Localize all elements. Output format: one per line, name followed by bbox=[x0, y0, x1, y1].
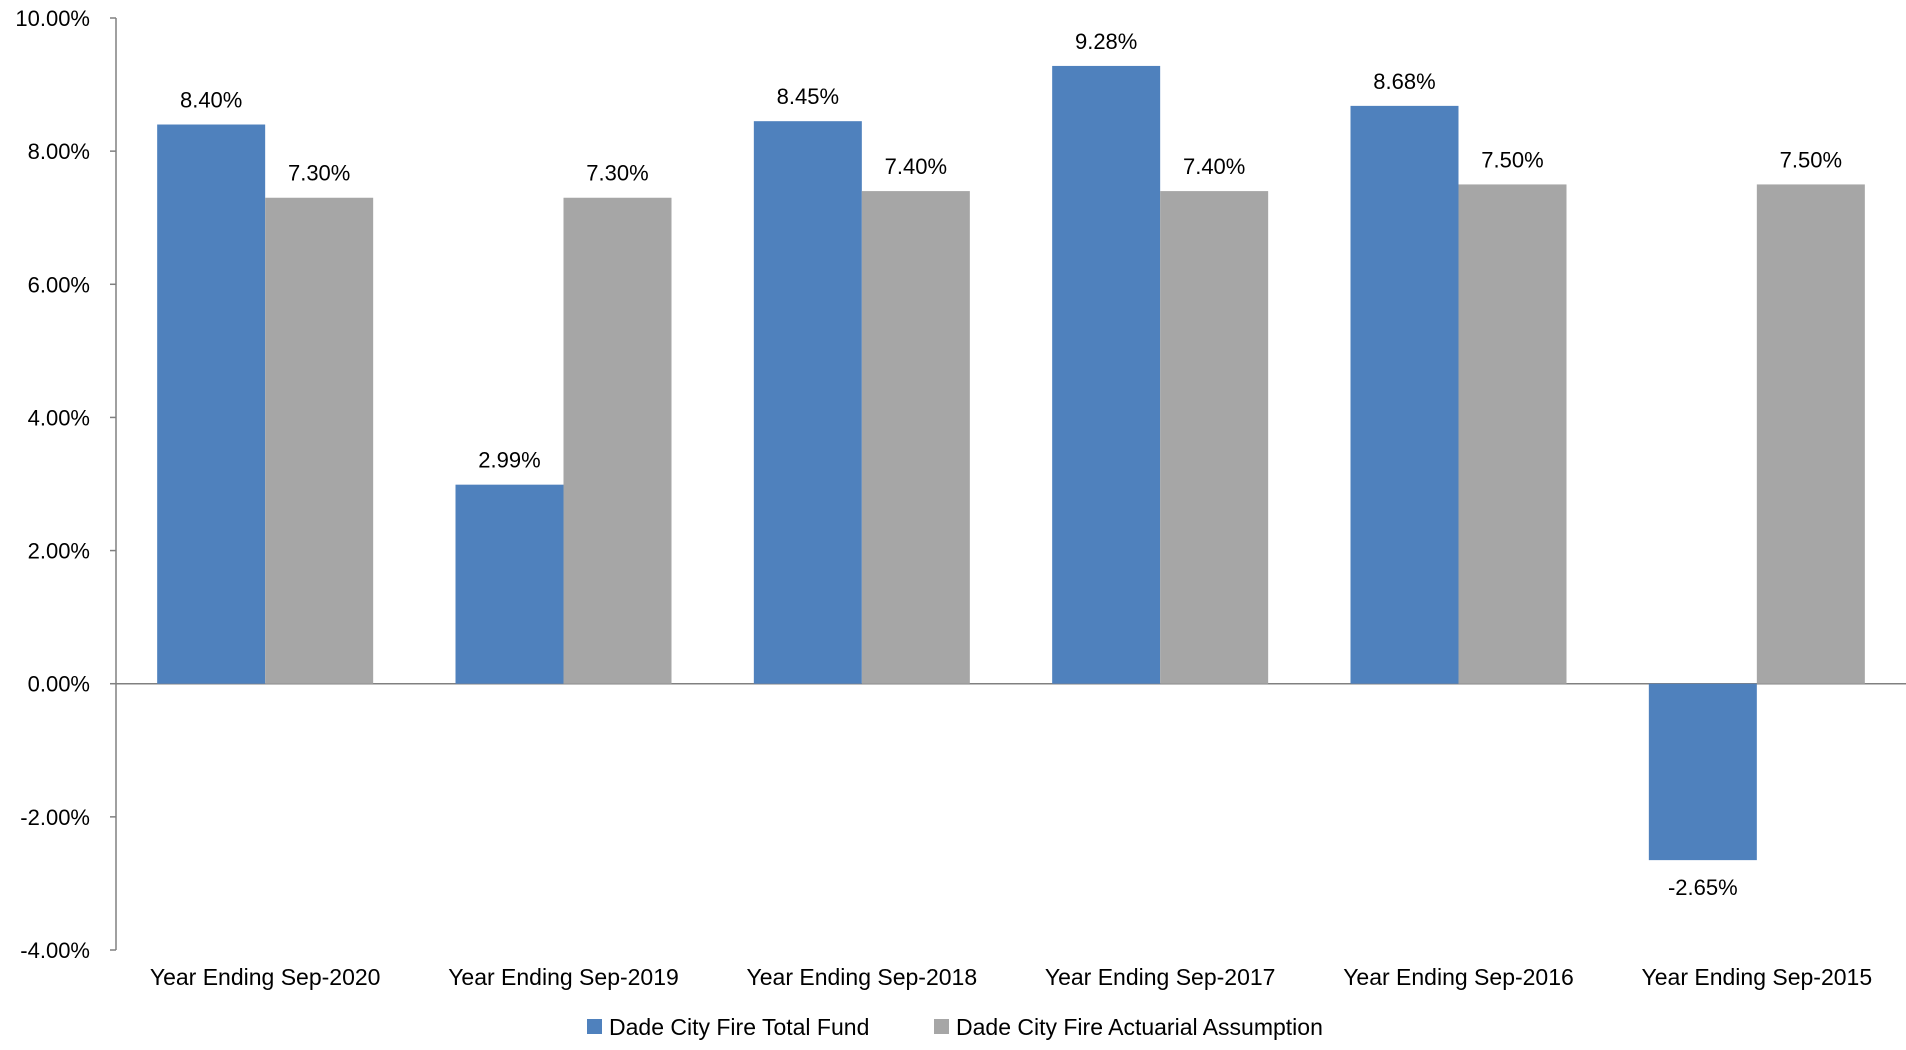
x-category-label: Year Ending Sep-2017 bbox=[1045, 964, 1276, 990]
bar-total-fund bbox=[1648, 683, 1757, 861]
data-label: 7.40% bbox=[1183, 154, 1245, 179]
bar-actuarial-assumption bbox=[265, 197, 374, 684]
data-label: 7.30% bbox=[586, 161, 648, 186]
bar-actuarial-assumption bbox=[861, 191, 970, 684]
x-category-label: Year Ending Sep-2016 bbox=[1343, 964, 1574, 990]
x-category-label: Year Ending Sep-2020 bbox=[150, 964, 381, 990]
bar-total-fund bbox=[157, 124, 266, 684]
y-tick-label: 8.00% bbox=[28, 139, 90, 164]
bar-total-fund bbox=[1350, 105, 1459, 684]
data-label: 7.40% bbox=[885, 154, 947, 179]
x-category-label: Year Ending Sep-2019 bbox=[448, 964, 679, 990]
y-tick-label: 10.00% bbox=[15, 6, 90, 31]
data-label: 7.30% bbox=[288, 161, 350, 186]
y-tick-label: 6.00% bbox=[28, 272, 90, 297]
legend-label: Dade City Fire Total Fund bbox=[609, 1014, 869, 1040]
data-label: 2.99% bbox=[478, 448, 540, 473]
bar-actuarial-assumption bbox=[1756, 184, 1865, 684]
data-label: 8.40% bbox=[180, 88, 242, 113]
y-tick-label: -4.00% bbox=[20, 938, 90, 963]
data-label: 8.68% bbox=[1373, 69, 1435, 94]
y-tick-label: 0.00% bbox=[28, 672, 90, 697]
bars bbox=[157, 65, 1865, 861]
bar-actuarial-assumption bbox=[1458, 184, 1567, 684]
data-label: 7.50% bbox=[1780, 147, 1842, 172]
legend: Dade City Fire Total Fund Dade City Fire … bbox=[587, 1014, 1323, 1040]
category-labels: Year Ending Sep-2020 Year Ending Sep-2019… bbox=[150, 964, 1872, 990]
data-labels: 8.40% 2.99% 8.45% 9.28% 8.68% -2.65% 7.30% 7.30… bbox=[180, 29, 1842, 900]
y-tick-label: 4.00% bbox=[28, 405, 90, 430]
data-label: 8.45% bbox=[777, 84, 839, 109]
legend-swatch bbox=[587, 1019, 602, 1034]
y-tick-labels: 10.00% 8.00% 6.00% 4.00% 2.00% 0.00% -2.00% -4.… bbox=[15, 6, 90, 963]
bar-total-fund bbox=[753, 121, 862, 684]
axes bbox=[110, 17, 1906, 951]
legend-label: Dade City Fire Actuarial Assumption bbox=[956, 1014, 1323, 1040]
data-label: 7.50% bbox=[1481, 147, 1543, 172]
y-tick-label: -2.00% bbox=[20, 805, 90, 830]
x-category-label: Year Ending Sep-2015 bbox=[1642, 964, 1873, 990]
bar-total-fund bbox=[1052, 65, 1161, 684]
bar-total-fund bbox=[455, 484, 564, 684]
data-label: -2.65% bbox=[1668, 875, 1738, 900]
x-category-label: Year Ending Sep-2018 bbox=[747, 964, 978, 990]
bar-actuarial-assumption bbox=[1160, 191, 1269, 684]
data-label: 9.28% bbox=[1075, 29, 1137, 54]
bar-actuarial-assumption bbox=[563, 197, 672, 684]
legend-swatch bbox=[934, 1019, 949, 1034]
y-tick-label: 2.00% bbox=[28, 539, 90, 564]
